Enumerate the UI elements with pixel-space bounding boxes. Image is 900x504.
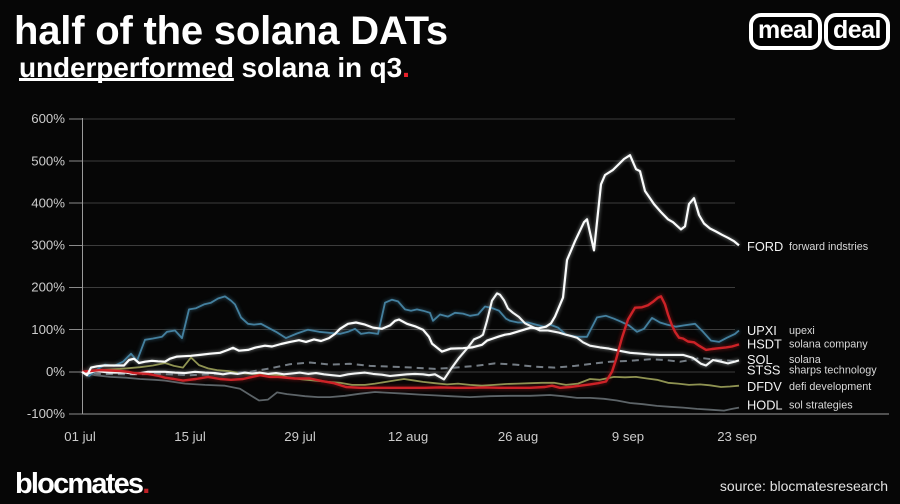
svg-text:200%: 200% xyxy=(31,280,65,295)
svg-text:500%: 500% xyxy=(31,153,65,168)
svg-text:15 jul: 15 jul xyxy=(174,429,206,444)
svg-text:400%: 400% xyxy=(31,195,65,210)
svg-text:SOL: SOL xyxy=(747,352,773,367)
svg-text:sharps technology: sharps technology xyxy=(789,365,877,377)
svg-text:HSDT: HSDT xyxy=(747,337,782,352)
svg-text:01 jul: 01 jul xyxy=(64,429,96,444)
svg-text:29 jul: 29 jul xyxy=(284,429,316,444)
svg-text:300%: 300% xyxy=(31,238,65,253)
svg-text:STSS: STSS xyxy=(747,363,780,378)
svg-text:-100%: -100% xyxy=(27,406,65,421)
svg-text:DFDV: DFDV xyxy=(747,379,782,394)
svg-text:26 aug: 26 aug xyxy=(498,429,538,444)
svg-text:upexi: upexi xyxy=(789,325,815,337)
svg-text:FORD: FORD xyxy=(747,239,783,254)
svg-text:solana: solana xyxy=(789,354,821,366)
svg-text:solana company: solana company xyxy=(789,339,868,351)
svg-text:defi development: defi development xyxy=(789,381,871,393)
svg-text:HODL: HODL xyxy=(747,398,783,413)
svg-text:9 sep: 9 sep xyxy=(612,429,644,444)
svg-text:UPXI: UPXI xyxy=(747,323,777,338)
svg-text:100%: 100% xyxy=(31,322,65,337)
svg-text:23 sep: 23 sep xyxy=(717,429,757,444)
svg-text:12 aug: 12 aug xyxy=(388,429,428,444)
svg-text:forward indstries: forward indstries xyxy=(789,241,869,253)
svg-text:0%: 0% xyxy=(46,364,65,379)
svg-text:sol strategies: sol strategies xyxy=(789,400,853,412)
svg-text:600%: 600% xyxy=(31,111,65,126)
